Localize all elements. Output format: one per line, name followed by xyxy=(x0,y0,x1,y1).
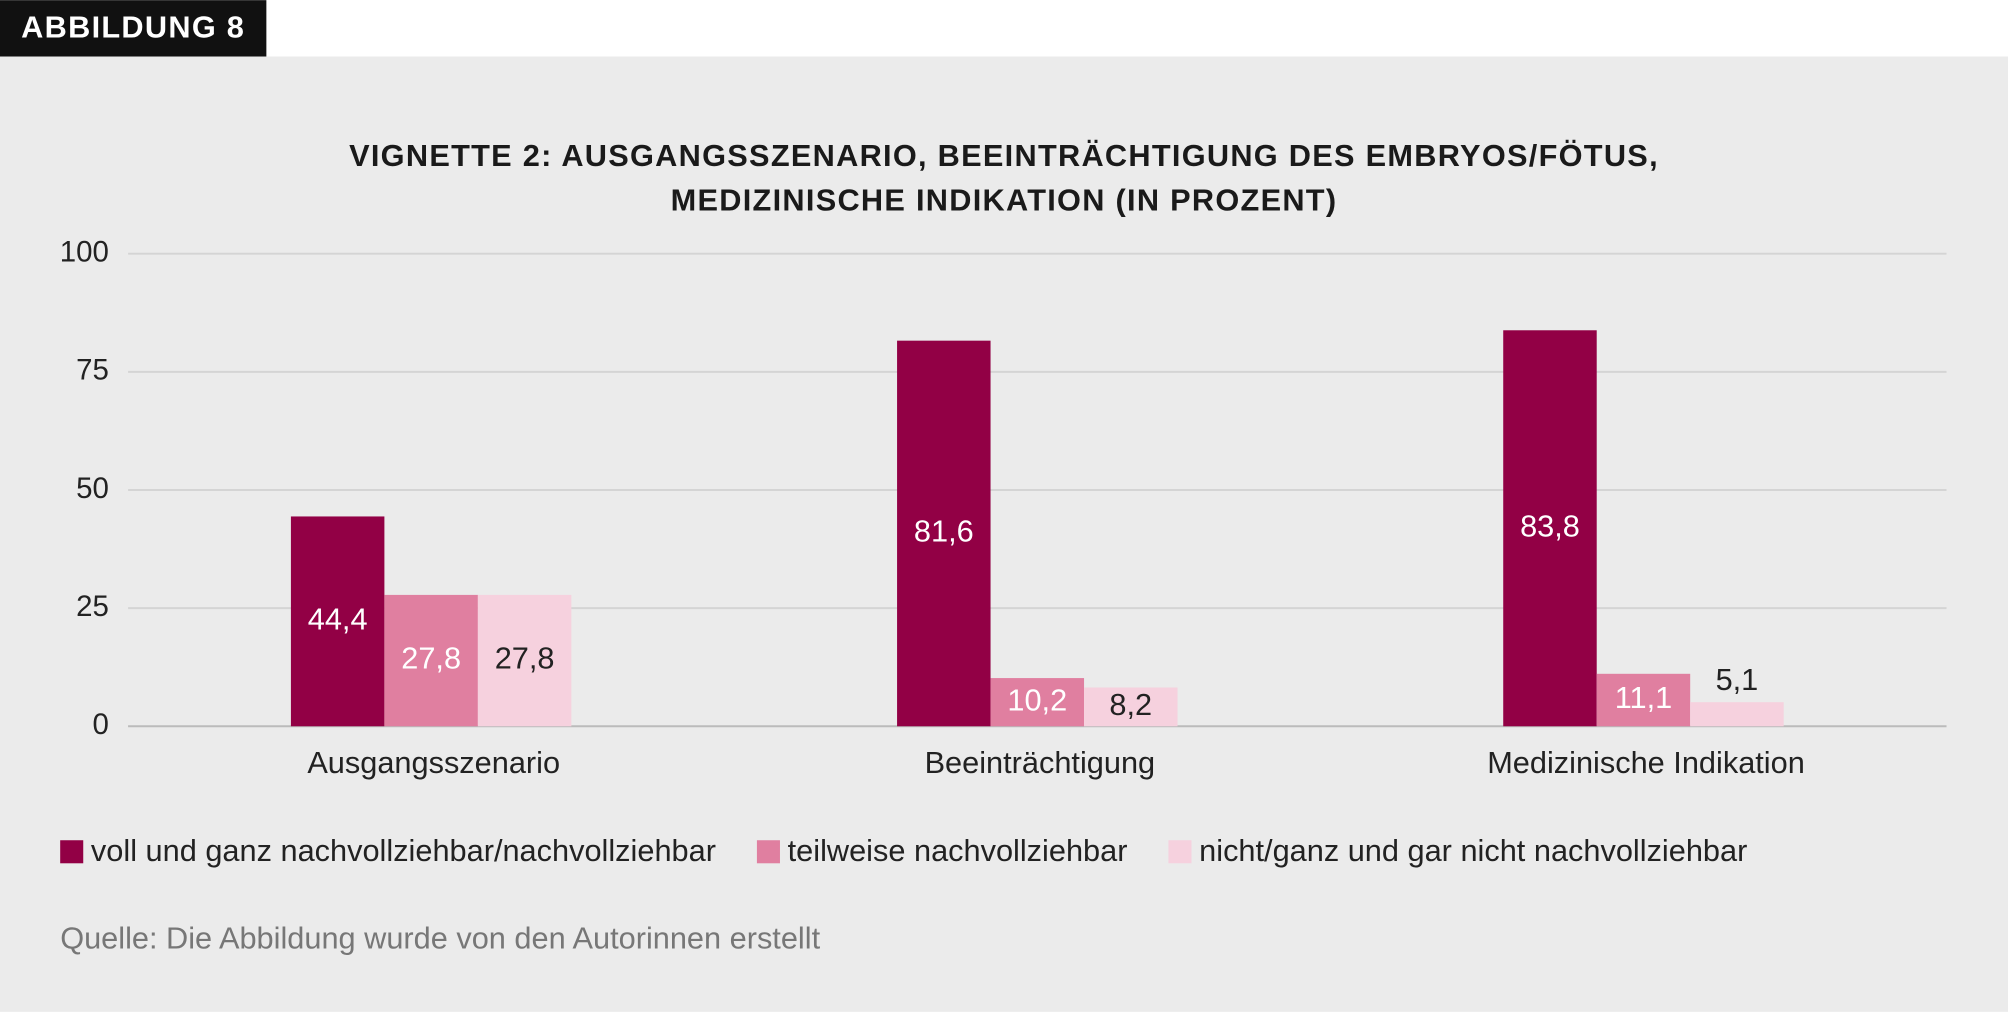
value-label: 83,8 xyxy=(1520,508,1580,543)
bar xyxy=(1596,673,1691,727)
bar xyxy=(990,678,1085,727)
bar xyxy=(384,594,478,727)
chart-title: VIGNETTE 2: AUSGANGSSZENARIO, BEEINTRÄCH… xyxy=(349,138,1659,173)
value-label: 27,8 xyxy=(401,641,461,676)
bar xyxy=(1503,330,1597,727)
value-label: 5,1 xyxy=(1716,662,1759,697)
source-note: Quelle: Die Abbildung wurde von den Auto… xyxy=(60,920,820,955)
legend-label: teilweise nachvollziehbar xyxy=(788,833,1128,868)
legend-swatch xyxy=(1168,840,1192,864)
bar xyxy=(1690,702,1784,727)
x-tick-label: Medizinische Indikation xyxy=(1487,745,1805,780)
x-tick-label: Ausgangsszenario xyxy=(307,745,560,780)
bar xyxy=(477,594,572,727)
value-label: 44,4 xyxy=(308,601,368,636)
chart-title: MEDIZINISCHE INDIKATION (IN PROZENT) xyxy=(671,183,1338,218)
value-label: 10,2 xyxy=(1007,682,1067,717)
value-label: 81,6 xyxy=(914,514,974,549)
legend-swatch xyxy=(60,840,84,864)
legend-label: voll und ganz nachvollziehbar/nachvollzi… xyxy=(91,833,716,868)
figure-label: ABBILDUNG 8 xyxy=(21,10,245,45)
y-tick-label: 0 xyxy=(92,708,108,741)
y-tick-label: 25 xyxy=(76,590,109,623)
value-label: 11,1 xyxy=(1615,680,1673,715)
bar xyxy=(290,516,385,727)
legend-swatch xyxy=(756,840,780,864)
x-tick-label: Beeinträchtigung xyxy=(925,745,1156,780)
y-tick-label: 75 xyxy=(76,354,109,387)
value-label: 8,2 xyxy=(1109,687,1152,722)
bar xyxy=(897,340,991,727)
bar xyxy=(1084,687,1178,727)
y-tick-label: 100 xyxy=(60,236,109,269)
legend-label: nicht/ganz und gar nicht nachvollziehbar xyxy=(1199,833,1747,868)
value-label: 27,8 xyxy=(495,641,555,676)
figure-badge xyxy=(0,0,267,57)
y-tick-label: 50 xyxy=(76,472,109,505)
